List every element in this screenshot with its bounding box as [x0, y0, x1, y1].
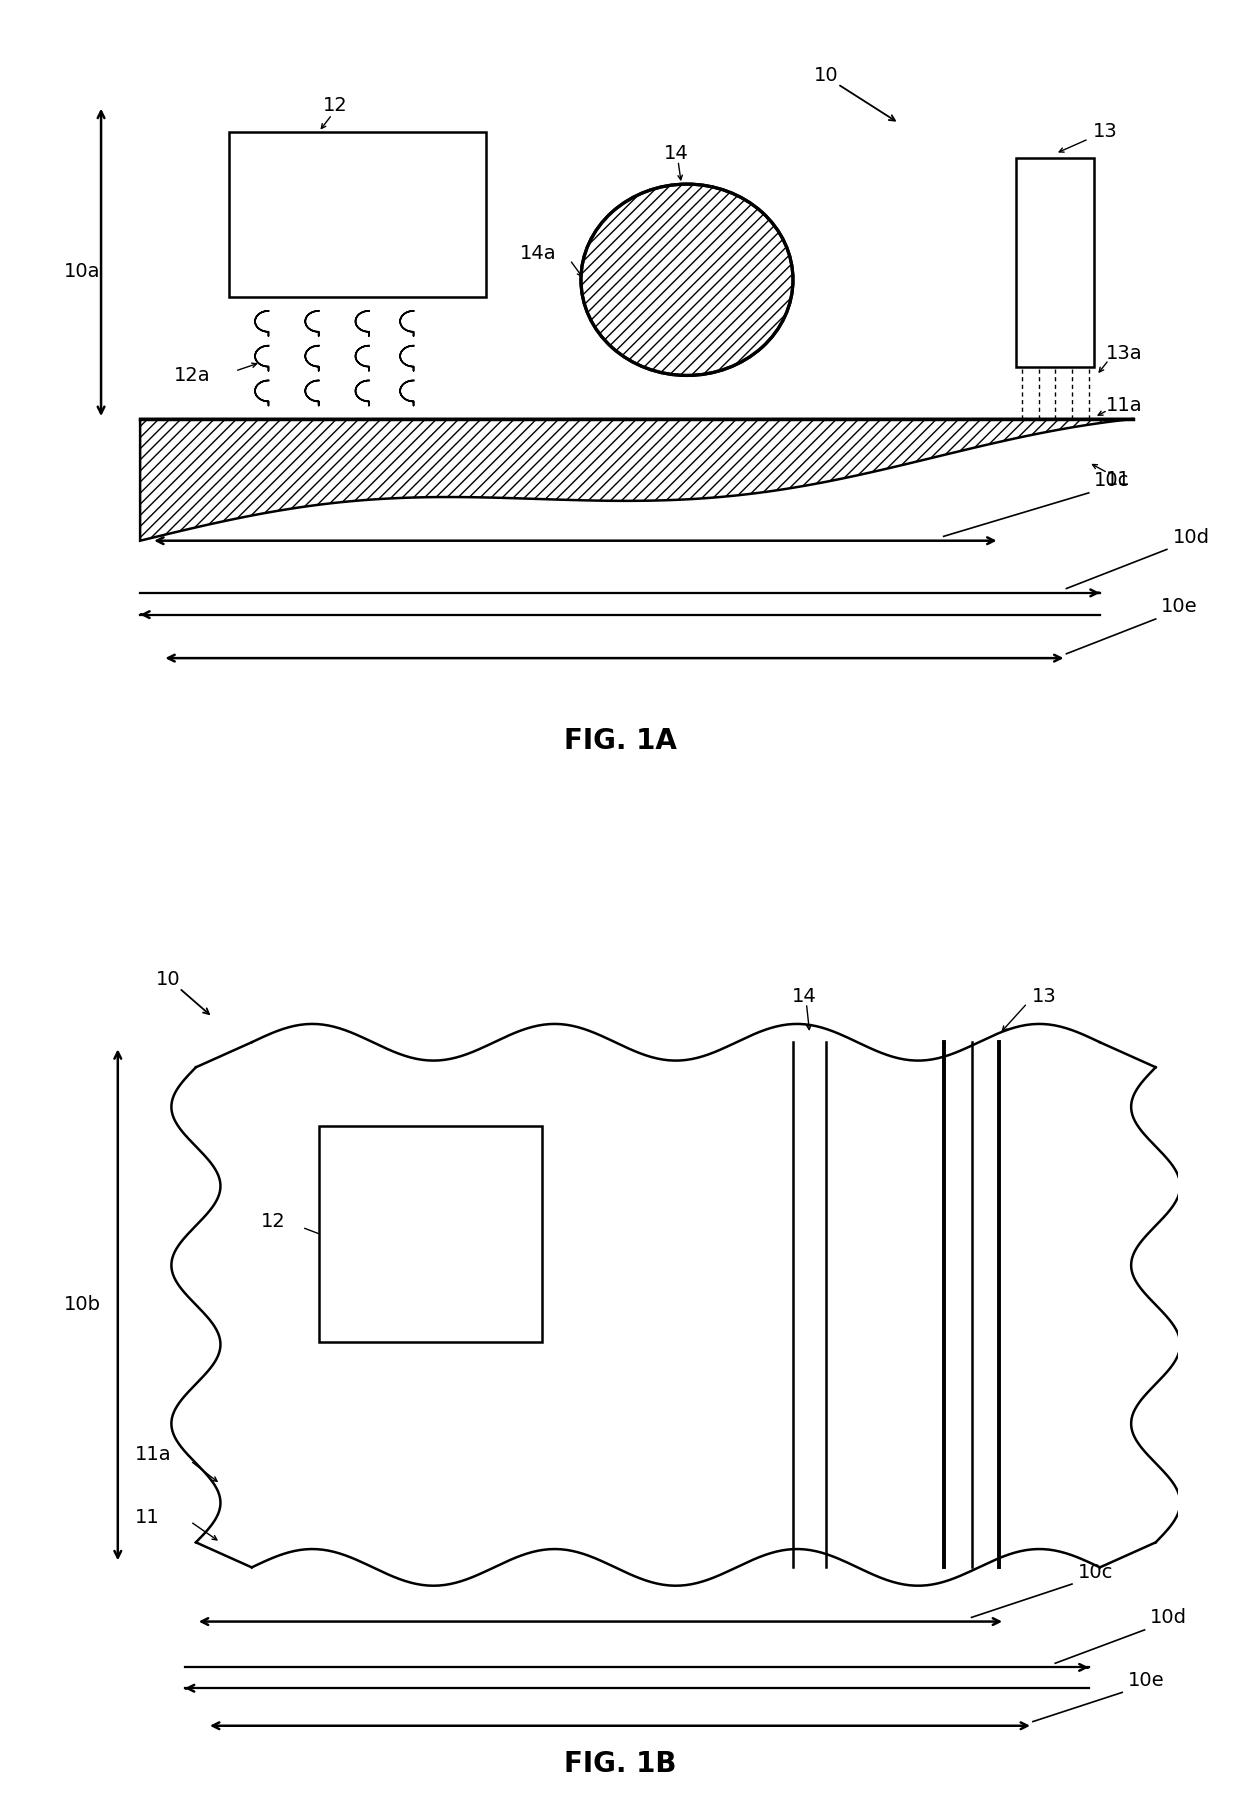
Bar: [229, 132, 486, 297]
Text: 13: 13: [1032, 988, 1056, 1006]
Text: 14a: 14a: [520, 245, 557, 263]
Text: 11a: 11a: [1106, 397, 1142, 415]
Text: 12a: 12a: [174, 366, 211, 384]
Text: 11: 11: [135, 1508, 159, 1528]
Ellipse shape: [580, 185, 794, 375]
Text: 13a: 13a: [1106, 344, 1142, 362]
Polygon shape: [140, 419, 1133, 540]
Text: 10e: 10e: [1162, 598, 1198, 616]
Text: 10a: 10a: [64, 261, 100, 281]
Text: 10d: 10d: [1151, 1609, 1187, 1627]
Text: 11a: 11a: [135, 1446, 171, 1464]
Text: 10b: 10b: [64, 1296, 102, 1314]
Text: 10c: 10c: [1095, 471, 1130, 491]
Bar: [319, 1125, 542, 1343]
Text: FIG. 1B: FIG. 1B: [564, 1750, 676, 1778]
Text: 14: 14: [663, 145, 688, 163]
Text: 10c: 10c: [1078, 1562, 1114, 1582]
Text: 10d: 10d: [1173, 527, 1209, 547]
Text: 14: 14: [792, 988, 816, 1006]
Text: 13: 13: [1094, 123, 1117, 141]
Text: FIG. 1A: FIG. 1A: [563, 727, 677, 756]
Text: 10: 10: [815, 65, 838, 85]
Text: 12: 12: [324, 96, 347, 116]
Bar: [1017, 158, 1095, 366]
Text: 11: 11: [1106, 471, 1130, 489]
Text: 10e: 10e: [1128, 1671, 1164, 1691]
Text: 12: 12: [260, 1212, 285, 1230]
Text: 10: 10: [156, 969, 180, 989]
